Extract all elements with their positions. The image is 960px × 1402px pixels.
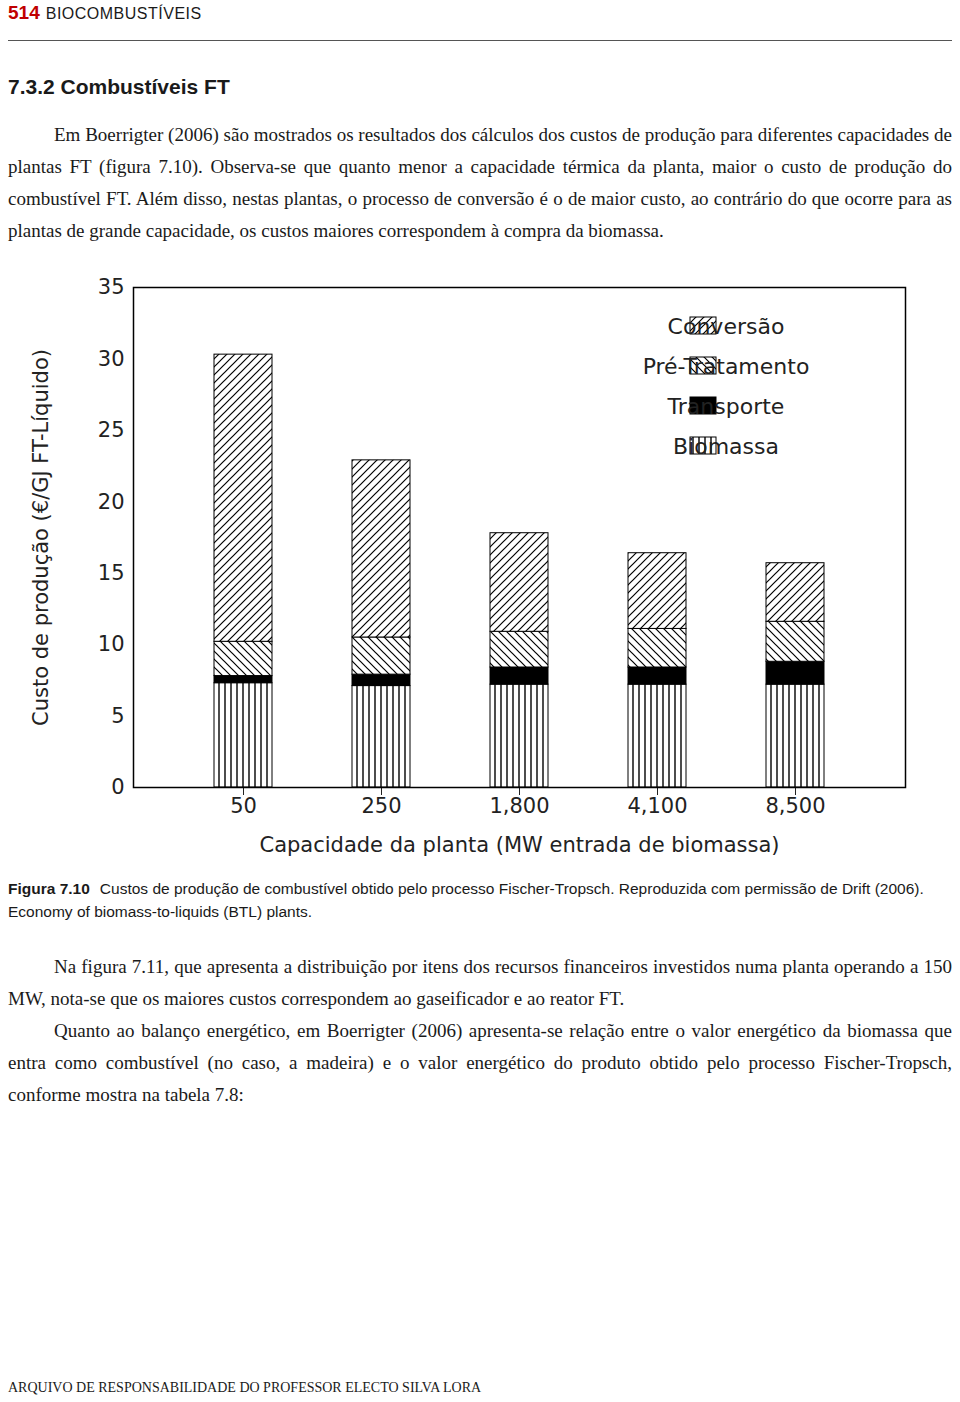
html-text:ARQUIVO DE RESPONSABILIDADE DO: ARQUIVO DE RESPONSABILIDADE DO PROFESSOR… <box>8 1380 482 1395</box>
svg-text:Custo de produção (€/GJ FT-Líq: Custo de produção (€/GJ FT-Líquido) <box>29 349 53 726</box>
svg-text:Transporte: Transporte <box>667 394 785 419</box>
svg-text:Conversão: Conversão <box>668 314 785 339</box>
html-text:Figura 7.10: Figura 7.10 <box>8 880 90 897</box>
html-text:Quanto ao balanço energético,: Quanto ao balanço energético, em Boerrig… <box>8 1020 952 1105</box>
svg-text:30: 30 <box>98 347 125 371</box>
svg-text:Biomassa: Biomassa <box>673 434 779 459</box>
svg-text:Capacidade da planta (MW entra: Capacidade da planta (MW entrada de biom… <box>259 833 779 857</box>
svg-text:Pré-Tratamento: Pré-Tratamento <box>643 354 810 379</box>
svg-text:20: 20 <box>98 490 125 514</box>
svg-text:5: 5 <box>111 704 124 728</box>
html-text:Custos de produção de combustí: Custos de produção de combustível obtido… <box>8 880 924 920</box>
svg-text:25: 25 <box>98 418 125 442</box>
svg-text:0: 0 <box>111 775 124 799</box>
html-text:514 BIOCOMBUSTÍVEIS: 514 BIOCOMBUSTÍVEIS <box>8 2 202 23</box>
html-text:Na figura 7.11, que apresenta: Na figura 7.11, que apresenta a distribu… <box>8 956 952 1009</box>
html-text:7.3.2 Combustíveis FT: 7.3.2 Combustíveis FT <box>8 75 230 98</box>
svg-text:50: 50 <box>230 794 257 818</box>
svg-text:8,500: 8,500 <box>765 794 825 818</box>
svg-text:35: 35 <box>98 275 125 299</box>
svg-text:4,100: 4,100 <box>627 794 687 818</box>
svg-text:15: 15 <box>98 561 125 585</box>
svg-text:250: 250 <box>361 794 401 818</box>
svg-text:10: 10 <box>98 632 125 656</box>
svg-text:1,800: 1,800 <box>489 794 549 818</box>
html-text:Em Boerrigter (2006) são mostr: Em Boerrigter (2006) são mostrados os re… <box>8 124 952 241</box>
